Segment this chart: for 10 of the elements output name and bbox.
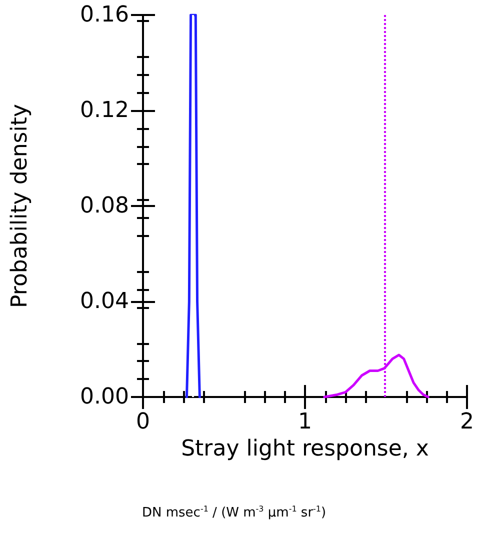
y-tick-label: 0.08: [80, 194, 129, 218]
y-tick-label: 0.04: [80, 289, 129, 314]
y-tick-label: 0.00: [80, 384, 129, 410]
y-tick-label: 0.16: [80, 2, 129, 28]
y-axis-title: Probability density: [8, 104, 32, 308]
y-tick-label: 0.12: [80, 98, 129, 123]
x-tick-label: 1: [298, 410, 312, 434]
x-tick-label: 2: [460, 410, 474, 434]
x-axis-title: Stray light response, x: [181, 436, 429, 462]
x-tick-label: 0: [136, 410, 150, 434]
